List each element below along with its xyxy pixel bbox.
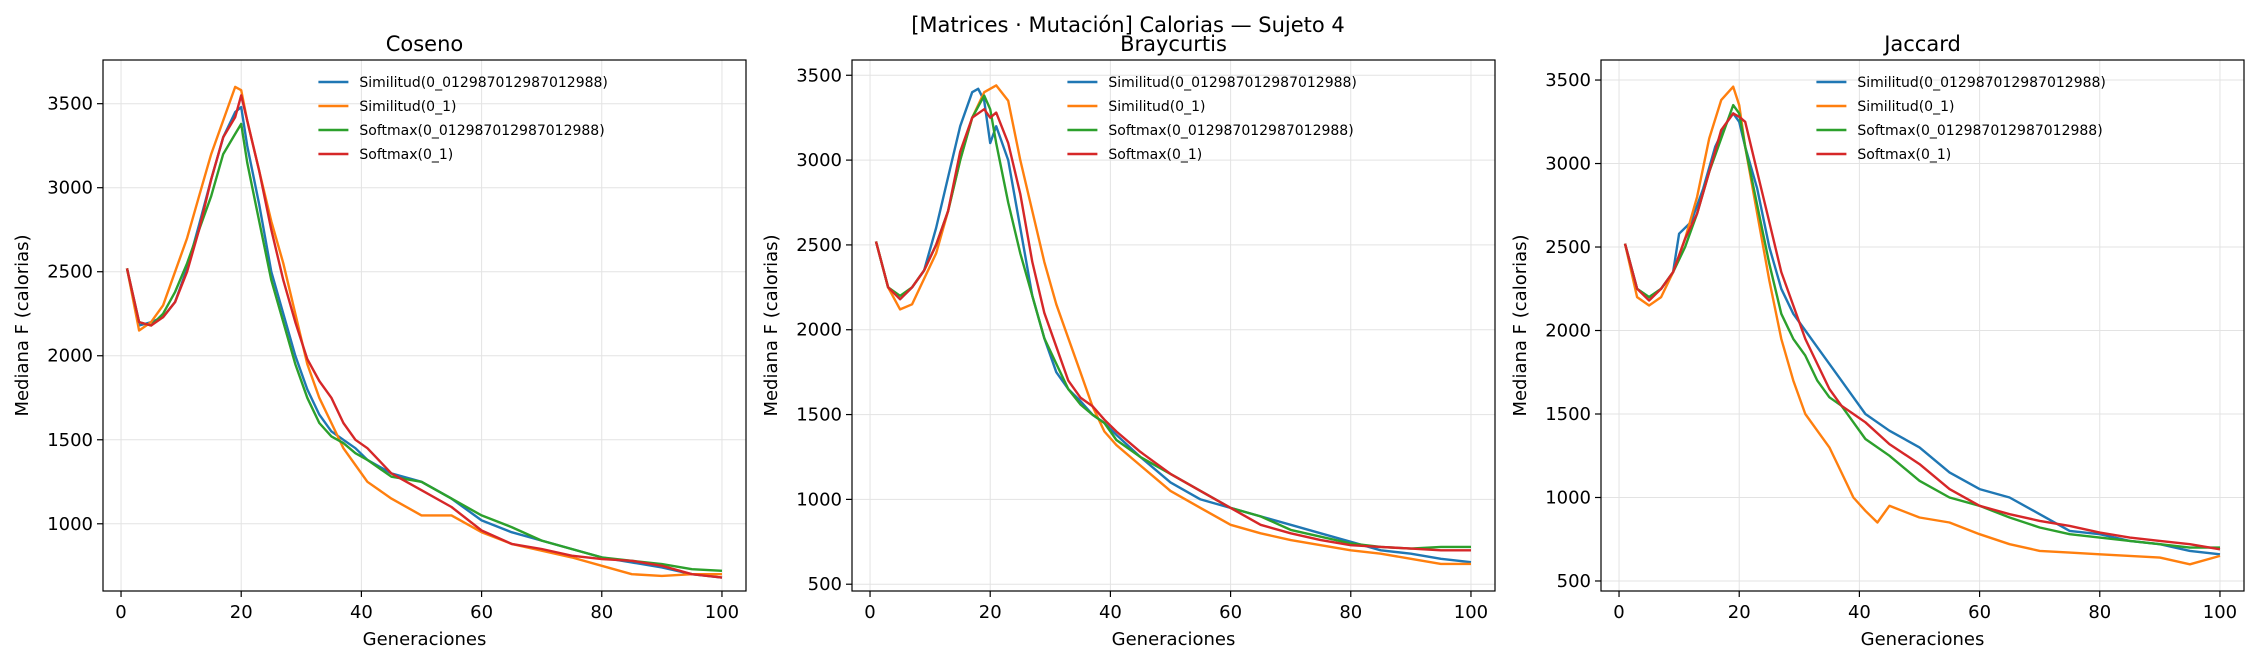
series-line-2: [874, 84, 1471, 566]
x-tick-label: 40: [1848, 602, 1871, 623]
x-tick-label: 80: [590, 602, 613, 623]
x-tick-label: 100: [2203, 602, 2237, 623]
y-tick-label: 2500: [796, 235, 842, 256]
x-tick-label: 60: [1219, 602, 1242, 623]
y-tick-label: 2000: [47, 346, 93, 367]
y-tick-label: 1500: [796, 405, 842, 426]
chart-title: Coseno: [386, 32, 464, 56]
series-line-3: [125, 122, 723, 572]
chart-title: Jaccard: [1882, 32, 1961, 56]
series-line-3: [874, 94, 1471, 550]
x-tick-label: 20: [979, 602, 1002, 623]
y-tick-label: 3000: [1545, 154, 1591, 175]
y-tick-label: 1500: [47, 430, 93, 451]
chart-panel-1: 0 20 40 60 80 100 1000 1500 2000 2500 3000 3500 Cose…: [12, 32, 747, 650]
series-line-4: [125, 94, 723, 579]
x-tick-label: 40: [1099, 602, 1122, 623]
chart-panel-3: 0 20 40 60 80 100 500 1000 1500 2000 2500 3000 3500 J…: [1510, 32, 2245, 650]
legend-label: Softmax(0_1): [1857, 147, 1951, 163]
x-tick-label: 100: [1454, 602, 1488, 623]
y-tick-label: 1000: [47, 514, 93, 535]
y-tick-label: 2500: [1545, 237, 1591, 258]
y-tick-label: 2000: [796, 320, 842, 341]
y-tick-label: 1000: [1545, 487, 1591, 508]
y-axis-label: Mediana F (calorias): [761, 234, 782, 416]
y-tick-label: 3500: [796, 65, 842, 86]
series-line-2: [1623, 85, 2221, 566]
x-tick-label: 80: [2088, 602, 2111, 623]
figure-title: [Matrices · Mutación] Calorias — Sujeto …: [911, 13, 1345, 37]
x-axis-label: Generaciones: [363, 629, 487, 650]
x-tick-label: 20: [1728, 602, 1751, 623]
y-tick-label: 3000: [47, 178, 93, 199]
series-line-3: [1623, 103, 2220, 549]
legend-label: Similitud(0_012987012987012988): [1108, 75, 1357, 91]
series-line-4: [874, 108, 1471, 552]
x-tick-label: 0: [115, 602, 126, 623]
x-tick-label: 60: [470, 602, 493, 623]
legend-label: Softmax(0_012987012987012988): [1108, 123, 1353, 139]
y-tick-label: 3000: [796, 150, 842, 171]
legend-label: Similitud(0_012987012987012988): [1857, 75, 2106, 91]
plot-frame: [102, 59, 747, 592]
x-axis-label: Generaciones: [1861, 629, 1985, 650]
chart-panel-2: 0 20 40 60 80 100 500 1000 1500 2000 2500 3000 3500 B…: [761, 32, 1496, 650]
y-tick-label: 2500: [47, 262, 93, 283]
series-line-4: [1623, 112, 2221, 551]
chart-title: Braycurtis: [1120, 32, 1227, 56]
x-tick-label: 80: [1339, 602, 1362, 623]
y-tick-label: 2000: [1545, 321, 1591, 342]
legend-label: Similitud(0_1): [1108, 99, 1205, 115]
x-tick-label: 0: [864, 602, 875, 623]
y-axis-label: Mediana F (calorias): [1510, 234, 1531, 416]
legend-label: Softmax(0_012987012987012988): [359, 123, 604, 139]
legend-label: Softmax(0_012987012987012988): [1857, 123, 2102, 139]
y-axis-label: Mediana F (calorias): [12, 234, 33, 416]
series-line-2: [125, 85, 722, 578]
series-line-1: [1623, 112, 2221, 556]
legend-label: Softmax(0_1): [1108, 147, 1202, 163]
x-tick-label: 60: [1968, 602, 1991, 623]
plot-frame: [851, 59, 1496, 592]
legend-label: Similitud(0_1): [359, 99, 456, 115]
x-tick-label: 100: [705, 602, 739, 623]
y-tick-label: 500: [1557, 571, 1591, 592]
x-tick-label: 0: [1613, 602, 1624, 623]
y-tick-label: 3500: [1545, 70, 1591, 91]
plot-frame: [1600, 59, 2245, 592]
x-axis-label: Generaciones: [1112, 629, 1236, 650]
x-tick-label: 40: [350, 602, 373, 623]
y-tick-label: 500: [808, 574, 842, 595]
y-tick-label: 1000: [796, 489, 842, 510]
x-tick-label: 20: [230, 602, 253, 623]
legend-label: Similitud(0_012987012987012988): [359, 75, 608, 91]
legend-label: Similitud(0_1): [1857, 99, 1954, 115]
y-tick-label: 1500: [1545, 404, 1591, 425]
series-line-1: [874, 87, 1472, 564]
legend-label: Softmax(0_1): [359, 147, 453, 163]
y-tick-label: 3500: [47, 94, 93, 115]
